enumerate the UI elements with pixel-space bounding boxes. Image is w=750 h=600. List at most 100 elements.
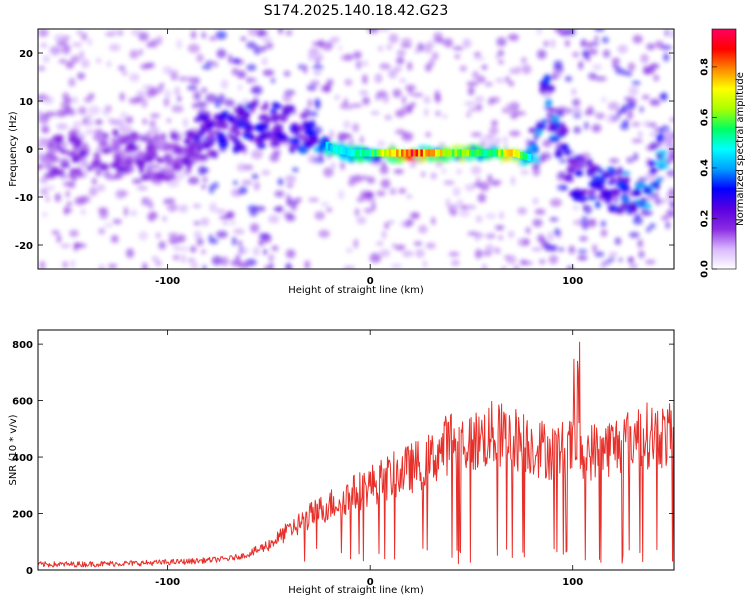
spectrogram-noise-cell bbox=[171, 104, 184, 111]
spectrogram-noise-cell bbox=[665, 221, 671, 230]
spectrogram-y-tick-label: 10 bbox=[19, 97, 33, 108]
spectrogram-noise-cell bbox=[162, 215, 167, 222]
spectrogram-ridge-cell bbox=[612, 188, 621, 197]
spectrogram-noise-cell bbox=[228, 54, 233, 64]
spectrogram-ridge-cell bbox=[248, 101, 259, 108]
spectrogram-ridge-cell bbox=[627, 203, 639, 211]
spectrogram-noise-cell bbox=[516, 65, 521, 75]
spectrogram-ridge-cell bbox=[145, 164, 157, 170]
spectrogram-noise-cell bbox=[271, 245, 279, 252]
spectrogram-noise-cell bbox=[268, 214, 280, 224]
spectrogram-noise-cell bbox=[497, 49, 504, 57]
spectrogram-noise-cell bbox=[463, 101, 476, 106]
spectrogram-ridge-cell bbox=[172, 161, 180, 171]
spectrogram-noise-cell bbox=[660, 92, 668, 102]
spectrogram-noise-cell bbox=[112, 219, 122, 225]
spectrogram-band-cell bbox=[345, 148, 350, 156]
spectrogram-ridge-cell bbox=[235, 130, 241, 137]
spectrogram-noise-cell bbox=[38, 29, 49, 38]
spectrogram-noise-cell bbox=[151, 255, 159, 262]
spectrogram-noise-cell bbox=[96, 57, 102, 64]
spectrogram-ridge-cell bbox=[79, 149, 89, 157]
spectrogram-noise-cell bbox=[401, 95, 407, 105]
spectrogram-ridge-cell bbox=[290, 126, 301, 135]
spectrogram-noise-cell bbox=[255, 205, 266, 212]
spectrogram-noise-cell bbox=[573, 113, 582, 119]
spectrogram-noise-cell bbox=[534, 208, 546, 215]
spectrogram-noise-cell bbox=[573, 126, 582, 134]
chart-title: S174.2025.140.18.42.G23 bbox=[264, 3, 449, 19]
spectrogram-noise-cell bbox=[318, 39, 325, 48]
spectrogram-ridge-cell bbox=[259, 123, 267, 131]
spectrogram-band-cell bbox=[354, 149, 359, 157]
spectrogram-band-cell bbox=[342, 147, 347, 155]
spectrogram-noise-cell bbox=[424, 108, 429, 117]
spectrogram-ridge-cell bbox=[541, 118, 548, 124]
spectrogram-ridge-cell bbox=[260, 105, 269, 111]
spectrogram-noise-cell bbox=[62, 261, 69, 269]
spectrogram-noise-cell bbox=[481, 250, 493, 257]
spectrogram-x-axis-label: Height of straight line (km) bbox=[288, 285, 424, 296]
spectrogram-noise-cell bbox=[313, 70, 322, 76]
spectrogram-ridge-cell bbox=[560, 144, 569, 151]
spectrogram-noise-cell bbox=[379, 165, 389, 175]
spectrogram-noise-cell bbox=[220, 79, 229, 90]
spectrogram-noise-cell bbox=[622, 119, 630, 125]
spectrogram-noise-cell bbox=[393, 168, 404, 175]
spectrogram-noise-cell bbox=[220, 256, 229, 267]
spectrogram-noise-cell bbox=[377, 140, 386, 148]
spectrogram-noise-cell bbox=[394, 244, 406, 251]
spectrogram-band-cell bbox=[434, 149, 439, 157]
spectrogram-ridge-cell bbox=[60, 141, 68, 150]
spectrogram-noise-cell bbox=[633, 152, 639, 161]
spectrogram-noise-cell bbox=[580, 221, 591, 229]
spectrogram-noise-cell bbox=[240, 36, 247, 41]
spectrogram-noise-cell bbox=[354, 207, 360, 217]
spectrogram-noise-cell bbox=[60, 243, 71, 248]
spectrogram-noise-cell bbox=[136, 185, 148, 191]
spectrogram-noise-cell bbox=[537, 234, 546, 243]
spectrogram-band-cell bbox=[347, 148, 352, 156]
spectrogram-noise-cell bbox=[247, 29, 259, 37]
spectrogram-noise-cell bbox=[191, 102, 198, 109]
spectrogram-noise-cell bbox=[588, 48, 598, 56]
spectrogram-noise-cell bbox=[382, 94, 390, 104]
spectrogram-noise-cell bbox=[68, 77, 76, 88]
spectrogram-noise-cell bbox=[400, 38, 413, 44]
spectrogram-ridge-cell bbox=[48, 146, 59, 154]
spectrogram-noise-cell bbox=[631, 138, 643, 143]
spectrogram-noise-cell bbox=[553, 60, 563, 69]
spectrogram-ridge-cell bbox=[248, 135, 254, 141]
spectrogram-ridge-cell bbox=[153, 133, 160, 142]
spectrogram-ridge-cell bbox=[159, 133, 167, 141]
spectrogram-noise-cell bbox=[413, 241, 423, 247]
spectrogram-noise-cell bbox=[39, 260, 46, 269]
spectrogram-noise-cell bbox=[118, 65, 126, 71]
spectrogram-noise-cell bbox=[532, 197, 539, 205]
spectrogram-noise-cell bbox=[510, 111, 518, 120]
spectrogram-noise-cell bbox=[366, 207, 371, 215]
spectrogram-noise-cell bbox=[189, 245, 197, 253]
spectrogram-band-cell bbox=[490, 149, 495, 157]
spectrogram-band-cell bbox=[466, 149, 471, 157]
spectrogram-noise-cell bbox=[156, 35, 163, 46]
spectrogram-noise-cell bbox=[472, 70, 480, 80]
spectrogram-noise-cell bbox=[477, 193, 487, 203]
spectrogram-noise-cell bbox=[473, 56, 486, 61]
spectrogram-noise-cell bbox=[176, 39, 182, 50]
spectrogram-noise-cell bbox=[619, 108, 627, 114]
spectrogram-noise-cell bbox=[375, 241, 384, 246]
spectrogram-noise-cell bbox=[521, 64, 532, 75]
spectrogram-noise-cell bbox=[238, 240, 243, 247]
spectrogram-ridge-cell bbox=[621, 196, 631, 204]
spectrogram-noise-cell bbox=[243, 164, 254, 171]
spectrogram-noise-cell bbox=[594, 29, 605, 32]
spectrogram-ridge-cell bbox=[255, 138, 265, 145]
spectrogram-ridge-cell bbox=[301, 141, 313, 148]
spectrogram-noise-cell bbox=[104, 223, 114, 228]
spectrogram-ridge-cell bbox=[119, 159, 129, 168]
spectrogram-ridge-cell bbox=[597, 185, 603, 191]
spectrogram-noise-cell bbox=[371, 161, 383, 167]
spectrogram-noise-cell bbox=[495, 224, 505, 231]
